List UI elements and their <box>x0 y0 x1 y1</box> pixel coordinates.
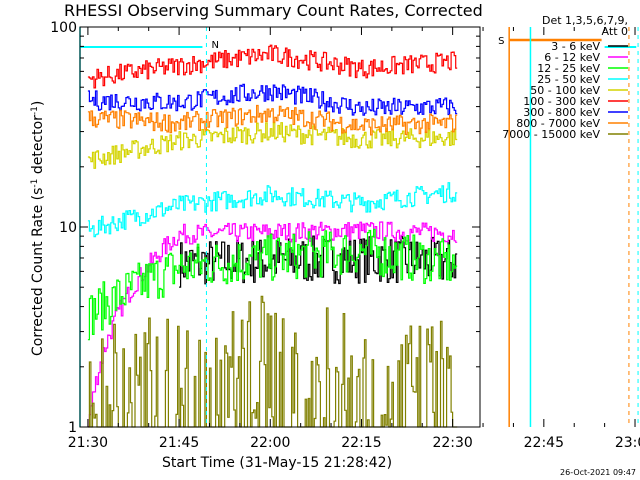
chart-title: RHESSI Observing Summary Count Rates, Co… <box>64 1 483 20</box>
legend-header: Det 1,3,5,6,7,9, <box>542 14 628 27</box>
legend-label: 50 - 100 keV <box>530 84 600 97</box>
y-tick-label: 1 <box>68 420 77 436</box>
axes: 1 10 100 21:30 21:45 22:00 22:15 22:30 22:45 23:0… <box>50 20 640 451</box>
annotation-s: S <box>498 36 504 47</box>
series-line <box>87 295 458 428</box>
series-800-7000-keV <box>87 104 458 136</box>
series-300-800-keV <box>87 83 458 116</box>
x-tick-label: 23:00 <box>615 435 640 451</box>
series-line <box>179 235 458 288</box>
x-tick-label: 22:30 <box>432 435 472 451</box>
series-line <box>87 44 458 89</box>
timestamp: 26-Oct-2021 09:47 <box>560 468 636 477</box>
series-line <box>87 104 458 136</box>
series-25-50-keV <box>87 182 458 238</box>
series-3-6-keV <box>179 235 458 288</box>
series-line <box>87 221 458 428</box>
x-tick-label: 22:00 <box>250 435 290 451</box>
series-line <box>87 122 458 169</box>
x-tick-label: 22:15 <box>341 435 381 451</box>
series-line <box>87 228 458 341</box>
y-tick-label: 10 <box>59 220 77 236</box>
series-12-25-keV <box>87 228 458 341</box>
legend-label: 3 - 6 keV <box>551 40 600 53</box>
series-50-100-keV <box>87 122 458 169</box>
x-axis-label: Start Time (31-May-15 21:28:42) <box>162 455 392 471</box>
legend-label: 6 - 12 keV <box>544 51 600 64</box>
x-tick-label: 22:45 <box>524 435 564 451</box>
x-tick-label: 21:45 <box>159 435 199 451</box>
legend-label: 300 - 800 keV <box>523 106 600 119</box>
legend-label: 800 - 7000 keV <box>516 117 600 130</box>
y-tick-label: 100 <box>50 20 77 36</box>
y-axis-label: Corrected Count Rate (s-1 detector-1) <box>30 101 46 356</box>
legend-label: 25 - 50 keV <box>537 73 600 86</box>
series-100-300-keV <box>87 44 458 89</box>
legend-label: 12 - 25 keV <box>537 62 600 75</box>
annotation-n: N <box>211 40 218 51</box>
series-line <box>87 182 458 238</box>
legend-header: Att 0 <box>602 25 628 38</box>
series-6-12-keV <box>87 221 458 428</box>
x-tick-label: 21:30 <box>68 435 108 451</box>
series-7000-15000-keV <box>87 295 458 428</box>
series-line <box>87 83 458 116</box>
legend-label: 7000 - 15000 keV <box>502 128 600 141</box>
legend-label: 100 - 300 keV <box>523 95 600 108</box>
